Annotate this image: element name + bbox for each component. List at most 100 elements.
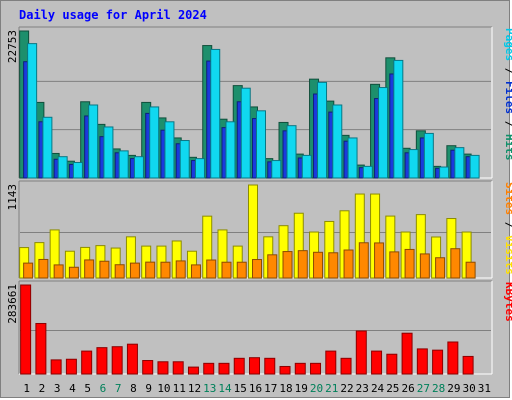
x-tick-label: 16: [249, 382, 262, 395]
bar-kbytes: [355, 330, 367, 375]
chart-title: Daily usage for April 2024: [19, 8, 207, 22]
bar-kbytes: [340, 357, 352, 375]
bar-pages: [439, 166, 450, 179]
chart-panel-3: 283661 KBytes: [6, 280, 512, 375]
bar-sites: [465, 261, 476, 279]
x-tick-label: 24: [371, 382, 385, 395]
bar-pages: [42, 116, 53, 179]
bar-pages: [469, 154, 480, 179]
bar-kbytes: [371, 350, 383, 375]
bar-sites: [252, 259, 262, 279]
bar-sites: [53, 264, 64, 279]
y-max-label: 22753: [6, 30, 19, 63]
bar-pages: [57, 156, 68, 179]
bar-sites: [450, 248, 461, 279]
bar-kbytes: [325, 350, 337, 375]
bar-pages: [133, 156, 144, 179]
bar-kbytes: [279, 365, 291, 375]
x-tick-label: 14: [218, 382, 232, 395]
bar-sites: [419, 253, 430, 279]
bar-kbytes: [249, 357, 260, 375]
bar-pages: [256, 110, 266, 179]
bar-sites: [114, 264, 125, 279]
x-tick-label: 30: [462, 382, 475, 395]
bar-kbytes: [187, 366, 199, 375]
bar-kbytes: [386, 353, 398, 375]
x-tick-label: 25: [386, 382, 399, 395]
bar-sites: [38, 258, 49, 279]
bar-pages: [378, 87, 389, 179]
bar-pages: [149, 106, 160, 179]
x-tick-label: 5: [84, 382, 91, 395]
bar-pages: [27, 43, 38, 179]
bar-sites: [175, 260, 186, 279]
x-tick-label: 8: [130, 382, 137, 395]
bar-kbytes: [432, 349, 444, 375]
x-tick-label: 23: [356, 382, 369, 395]
bar-kbytes: [233, 357, 245, 375]
bar-pages: [286, 125, 297, 179]
bar-sites: [267, 254, 278, 279]
bar-pages: [103, 126, 114, 179]
legend-entry: /: [503, 61, 512, 81]
bar-kbytes: [172, 361, 184, 375]
bar-pages: [210, 48, 221, 179]
bar-sites: [358, 242, 369, 279]
bar-kbytes: [294, 362, 306, 375]
bar-pages: [179, 140, 190, 179]
bar-kbytes: [157, 361, 169, 375]
bar-sites: [84, 259, 95, 279]
bar-pages: [362, 165, 373, 179]
x-tick-label: 17: [264, 382, 277, 395]
bar-kbytes: [20, 284, 32, 375]
x-tick-label: 20: [310, 382, 323, 395]
x-tick-label: 11: [173, 382, 186, 395]
x-tick-label: 9: [145, 382, 152, 395]
chart-panel-1: 22753 Pages / Files / Hits: [6, 26, 512, 179]
legend: Pages / Files / Hits: [503, 28, 512, 161]
bar-pages: [454, 147, 465, 179]
legend-entry: Pages: [503, 28, 512, 61]
bar-kbytes: [416, 348, 428, 375]
bar-sites: [282, 251, 293, 279]
bar-kbytes: [50, 359, 62, 375]
bar-kbytes: [310, 362, 322, 375]
bar-sites: [404, 248, 415, 279]
bar-kbytes: [401, 332, 413, 375]
bar-sites: [374, 242, 385, 279]
x-tick-label: 7: [115, 382, 122, 395]
bar-sites: [190, 264, 201, 279]
bar-sites: [221, 261, 232, 279]
bar-kbytes: [264, 357, 276, 375]
x-tick-label: 6: [100, 382, 107, 395]
bar-sites: [313, 251, 324, 279]
bar-sites: [389, 251, 400, 279]
bar-pages: [347, 137, 358, 179]
bar-sites: [99, 260, 110, 279]
bar-pages: [332, 104, 343, 179]
bar-pages: [164, 121, 175, 179]
bar-sites: [297, 250, 308, 279]
x-tick-label: 10: [157, 382, 170, 395]
bar-pages: [194, 158, 205, 179]
legend-entry: KBytes: [503, 282, 512, 322]
bar-sites: [68, 266, 79, 279]
bar-pages: [88, 104, 99, 179]
bar-sites: [160, 261, 171, 279]
legend: KBytes: [503, 282, 512, 322]
bar-kbytes: [462, 355, 474, 375]
bar-sites: [129, 262, 140, 279]
bar-kbytes: [65, 358, 77, 375]
bar-pages: [271, 160, 282, 179]
bar-kbytes: [35, 322, 47, 375]
y-max-label: 1143: [6, 184, 19, 211]
bar-pages: [301, 154, 312, 179]
x-tick-label: 15: [234, 382, 247, 395]
legend-entry: Sites: [503, 182, 512, 215]
bar-pages: [423, 132, 434, 179]
legend-entry: Visits: [503, 235, 512, 275]
bar-kbytes: [111, 346, 123, 375]
bar-sites: [236, 261, 247, 279]
legend-entry: /: [503, 114, 512, 134]
